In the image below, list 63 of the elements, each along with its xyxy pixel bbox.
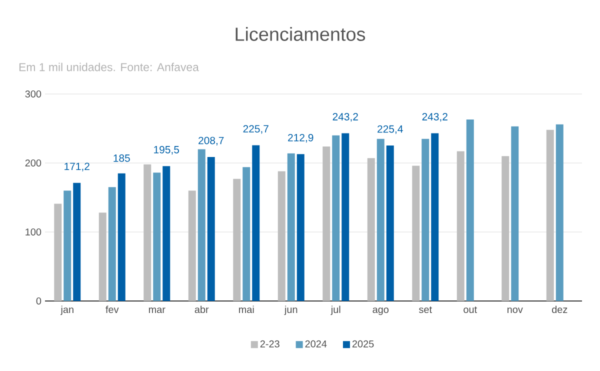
bar	[73, 182, 81, 301]
x-tick-label: jul	[330, 306, 340, 316]
bar	[242, 167, 250, 301]
bar	[511, 126, 519, 301]
bar	[431, 133, 439, 301]
legend-label: 2024	[305, 340, 327, 348]
bar	[456, 151, 464, 301]
bar	[64, 190, 72, 301]
x-tick-label: jan	[60, 306, 74, 316]
bar	[556, 124, 564, 301]
data-label: 225,4	[378, 125, 403, 134]
bar	[502, 156, 510, 301]
bar	[98, 212, 106, 301]
data-label: 208,7	[198, 136, 224, 146]
data-label: 243,2	[422, 113, 448, 122]
bar	[342, 133, 350, 301]
bar	[546, 130, 554, 301]
data-label: 243,2	[332, 113, 358, 122]
bar	[386, 145, 394, 301]
chart-subtitle: Em 1 mil unidades. Fonte: Anfavea	[19, 62, 199, 72]
x-tick-label: abr	[194, 306, 209, 314]
x-tick-label: jun	[284, 306, 298, 316]
x-tick-label: set	[419, 306, 432, 314]
bar	[118, 173, 126, 301]
bar	[367, 158, 375, 301]
bar	[287, 153, 295, 301]
bar	[207, 156, 215, 301]
data-label: 195,5	[154, 146, 180, 155]
bar	[322, 146, 330, 301]
data-label: 225,7	[243, 125, 268, 134]
bar	[252, 145, 260, 301]
y-tick-label: 200	[25, 159, 42, 167]
bar	[144, 164, 152, 301]
y-tick-label: 300	[25, 90, 42, 98]
bar	[54, 204, 62, 301]
bar	[296, 154, 304, 301]
bar	[108, 187, 116, 301]
x-tick-label: dez	[552, 306, 568, 314]
x-tick-label: mai	[239, 306, 254, 314]
bar	[412, 166, 420, 301]
data-label: 212,9	[288, 134, 314, 143]
data-label: 185	[114, 154, 130, 162]
bar	[233, 178, 241, 301]
bar	[332, 135, 340, 301]
bar	[422, 138, 430, 301]
data-label: 171,2	[64, 162, 90, 172]
x-tick-label: mar	[148, 308, 166, 314]
y-tick-label: 0	[36, 297, 42, 305]
x-tick-label: nov	[508, 308, 523, 314]
bar	[162, 166, 170, 301]
x-tick-label: out	[464, 306, 477, 314]
x-tick-label: fev	[106, 306, 119, 314]
bar	[188, 190, 196, 301]
x-tick-label: ago	[372, 308, 389, 316]
bar	[376, 138, 384, 301]
bar	[278, 171, 286, 301]
bar	[466, 120, 474, 301]
bar	[153, 172, 161, 301]
bar	[198, 149, 206, 301]
chart-title: Licenciamentos	[236, 27, 366, 41]
y-tick-label: 100	[26, 228, 42, 236]
legend-label: 2-23	[260, 340, 280, 348]
legend-label: 2025	[352, 340, 374, 348]
